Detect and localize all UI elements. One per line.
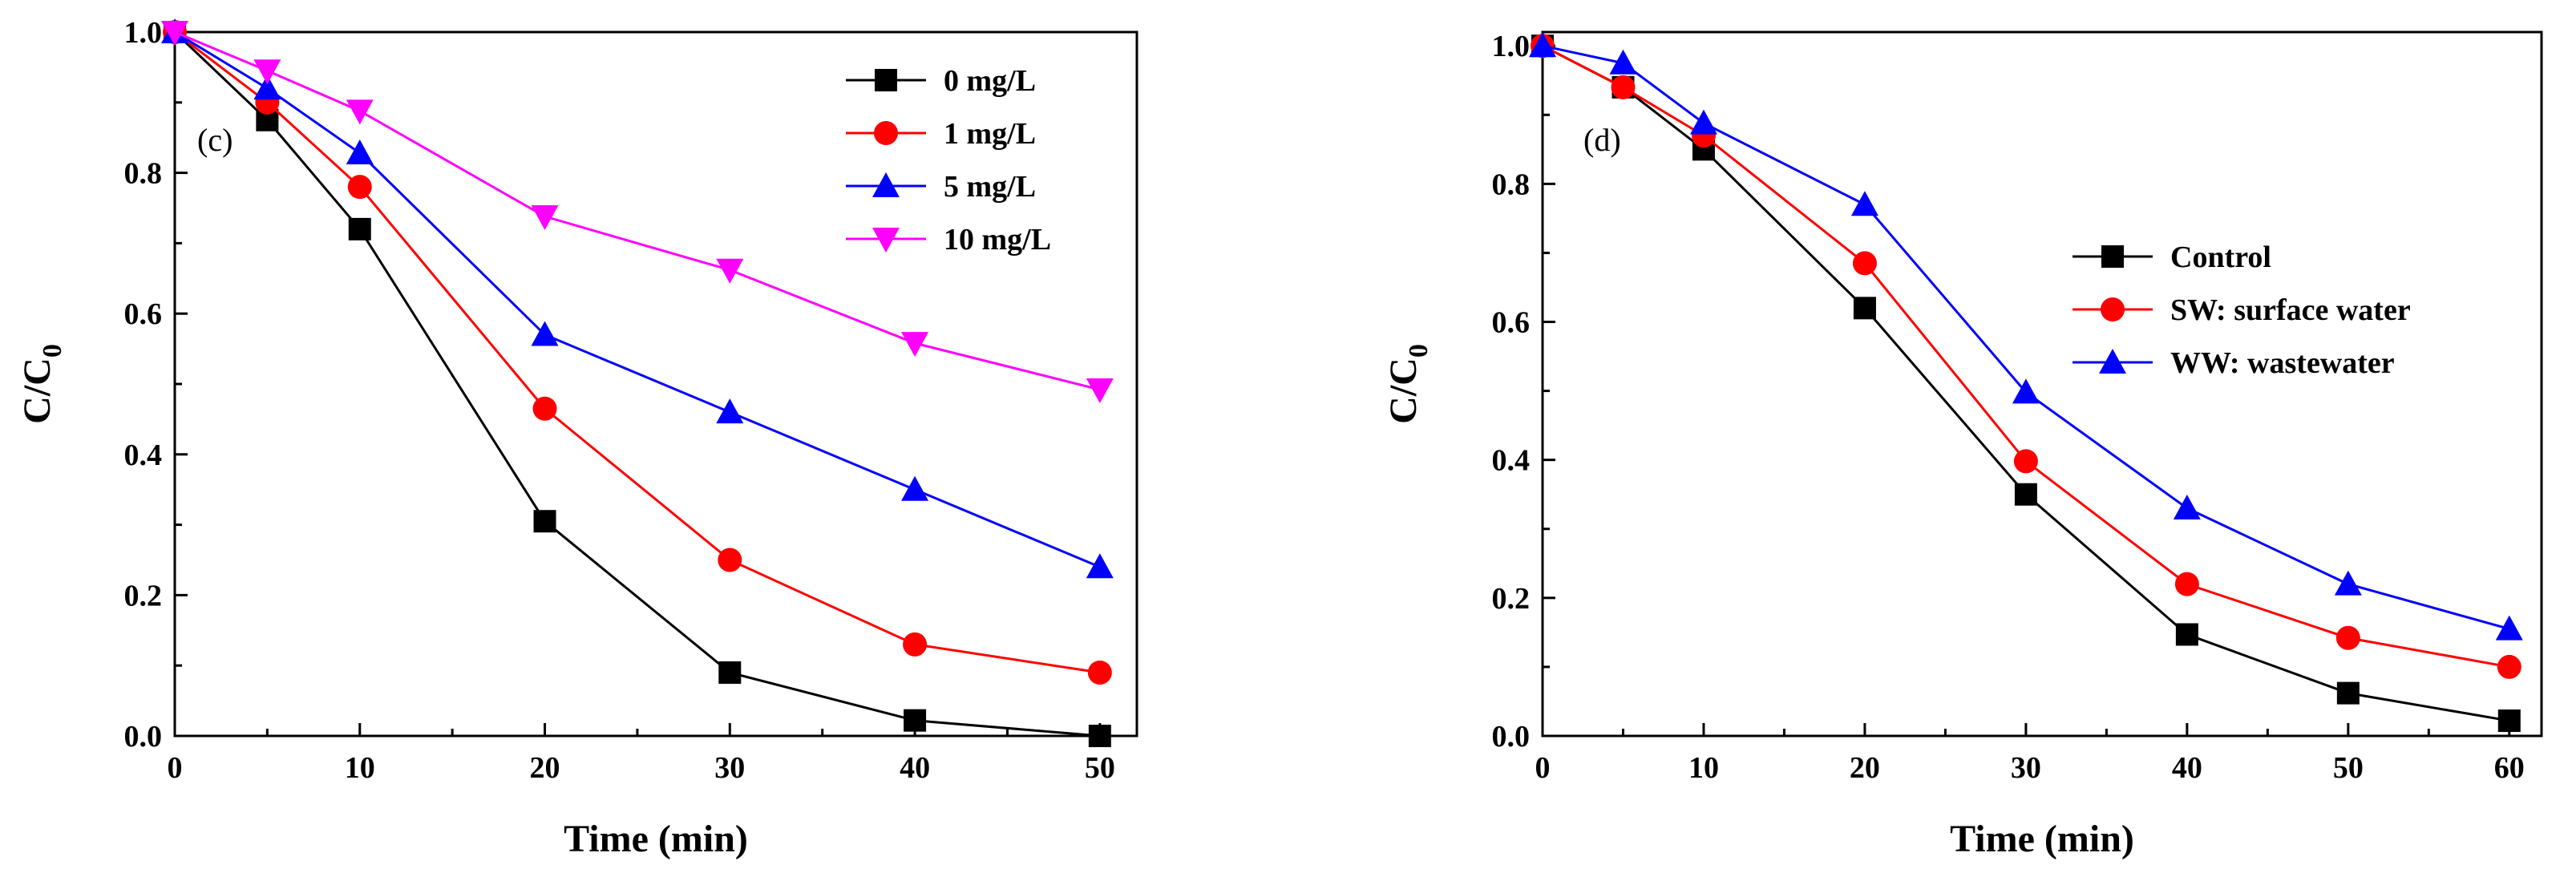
data-point bbox=[347, 175, 372, 200]
x-tick-label: 0 bbox=[168, 751, 183, 785]
y-tick-label: 0.0 bbox=[124, 720, 163, 754]
x-tick-label: 20 bbox=[1850, 751, 1880, 785]
y-tick-label: 0.8 bbox=[124, 157, 163, 191]
data-point bbox=[2174, 572, 2199, 596]
legend-marker bbox=[2101, 245, 2124, 268]
data-point bbox=[1088, 725, 1111, 747]
legend-marker bbox=[2101, 297, 2125, 321]
data-point bbox=[531, 205, 559, 231]
x-tick-label: 30 bbox=[714, 751, 745, 785]
y-tick-label: 0.4 bbox=[1492, 444, 1531, 478]
data-point bbox=[532, 396, 557, 421]
x-tick-label: 30 bbox=[2011, 751, 2041, 785]
data-point bbox=[1852, 251, 1877, 276]
legend-label: 1 mg/L bbox=[944, 117, 1036, 151]
y-tick-label: 0.0 bbox=[1492, 720, 1531, 754]
x-axis-title: Time (min) bbox=[1950, 818, 2134, 860]
data-point bbox=[1087, 660, 1112, 685]
data-point bbox=[161, 21, 188, 46]
legend-marker bbox=[872, 172, 900, 197]
legend-marker bbox=[875, 69, 897, 91]
data-point bbox=[1086, 553, 1114, 579]
data-point bbox=[1529, 32, 1556, 58]
x-tick-label: 20 bbox=[530, 751, 560, 785]
chart-panel-c: 0 10 20 30 40 50 0.0 0.2 0.4 0.6 0.8 1.0 Time (min) C… bbox=[16, 16, 1138, 860]
x-tick-label: 60 bbox=[2494, 751, 2525, 785]
legend-label: WW: wastewater bbox=[2170, 346, 2395, 380]
data-point bbox=[2335, 625, 2360, 650]
data-point bbox=[348, 217, 371, 240]
data-point bbox=[253, 75, 281, 100]
x-tick-label: 50 bbox=[1085, 751, 1115, 785]
legend-label: SW: surface water bbox=[2170, 293, 2411, 327]
x-tick-label: 10 bbox=[345, 751, 375, 785]
data-point bbox=[2495, 615, 2523, 641]
data-point bbox=[2334, 570, 2362, 596]
data-point bbox=[903, 632, 928, 657]
series-line bbox=[1542, 44, 2510, 722]
data-point bbox=[901, 332, 929, 358]
data-point bbox=[2497, 709, 2521, 733]
x-axis-title: Time (min) bbox=[564, 818, 748, 860]
y-tick-label: 1.0 bbox=[1492, 30, 1531, 63]
x-tick-label: 0 bbox=[1535, 751, 1551, 785]
data-point bbox=[716, 258, 744, 284]
legend-label: Control bbox=[2170, 240, 2271, 274]
y-tick-label: 0.6 bbox=[124, 297, 163, 331]
data-point bbox=[904, 709, 927, 732]
data-point bbox=[1853, 297, 1876, 320]
legend-label: 5 mg/L bbox=[944, 170, 1036, 204]
y-tick-label: 0.2 bbox=[1492, 582, 1531, 616]
chart-panel-d: 0 10 20 30 40 50 60 0.0 0.2 0.4 0.6 0.8 1.0 Time (min… bbox=[1382, 30, 2543, 860]
legend-marker bbox=[874, 121, 898, 145]
data-point bbox=[531, 321, 559, 346]
panel-label: (c) bbox=[197, 122, 233, 158]
data-point bbox=[2173, 494, 2201, 519]
data-point bbox=[1689, 109, 1717, 135]
y-tick-label: 0.4 bbox=[124, 439, 163, 472]
data-point bbox=[1086, 378, 1114, 404]
data-point bbox=[346, 139, 374, 165]
series-line bbox=[174, 30, 1101, 568]
data-point bbox=[2497, 654, 2521, 679]
data-point bbox=[718, 548, 742, 572]
legend-marker bbox=[2099, 349, 2126, 374]
panel-label: (d) bbox=[1583, 122, 1621, 158]
data-point bbox=[716, 398, 744, 424]
legend-marker bbox=[872, 228, 900, 253]
data-point bbox=[2014, 483, 2037, 506]
x-tick-label: 50 bbox=[2333, 751, 2364, 785]
data-point bbox=[533, 510, 556, 533]
data-point bbox=[718, 661, 742, 684]
y-axis-title: C/C0 bbox=[1382, 344, 1434, 424]
data-point bbox=[1850, 191, 1878, 216]
x-tick-label: 10 bbox=[1688, 751, 1719, 785]
data-point bbox=[1611, 75, 1636, 99]
legend-label: 0 mg/L bbox=[944, 64, 1036, 98]
data-point bbox=[346, 99, 374, 125]
y-axis-title-subscript: 0 bbox=[1404, 344, 1434, 358]
data-point bbox=[2013, 449, 2038, 474]
plot-frame bbox=[1541, 30, 2543, 738]
x-tick-label: 40 bbox=[2172, 751, 2202, 785]
data-point bbox=[901, 475, 929, 501]
y-tick-label: 0.8 bbox=[1492, 168, 1531, 201]
y-axis-title-subscript: 0 bbox=[38, 344, 67, 358]
series-line bbox=[1542, 44, 2510, 669]
data-point bbox=[1609, 49, 1637, 75]
series-line bbox=[1542, 44, 2510, 631]
y-tick-label: 1.0 bbox=[124, 16, 163, 50]
data-point bbox=[2336, 681, 2360, 705]
y-tick-label: 0.6 bbox=[1492, 306, 1531, 340]
y-axis-title: C/C0 bbox=[16, 344, 67, 424]
legend-label: 10 mg/L bbox=[944, 223, 1051, 257]
data-point bbox=[253, 59, 281, 85]
x-tick-label: 40 bbox=[900, 751, 930, 785]
data-point bbox=[2012, 378, 2040, 404]
data-point bbox=[2175, 623, 2198, 646]
y-tick-label: 0.2 bbox=[124, 579, 163, 612]
